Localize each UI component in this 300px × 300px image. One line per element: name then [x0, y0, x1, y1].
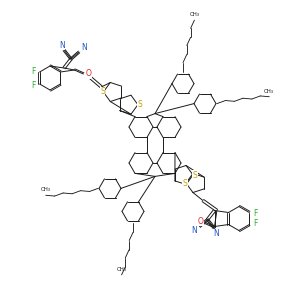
Text: N: N — [192, 226, 197, 235]
Text: CH₃: CH₃ — [189, 12, 200, 17]
Text: S: S — [193, 170, 197, 179]
Text: N: N — [81, 44, 87, 52]
Text: O: O — [85, 70, 91, 79]
Text: F: F — [32, 80, 36, 89]
Text: CH₃: CH₃ — [41, 187, 51, 192]
Text: N: N — [59, 40, 65, 50]
Text: S: S — [100, 88, 105, 97]
Text: O: O — [198, 217, 203, 226]
Text: CH₃: CH₃ — [116, 267, 127, 272]
Text: N: N — [214, 229, 219, 238]
Text: CH₃: CH₃ — [264, 89, 274, 94]
Text: F: F — [253, 209, 257, 218]
Text: S: S — [183, 178, 188, 188]
Text: F: F — [32, 67, 36, 76]
Text: S: S — [137, 100, 142, 109]
Text: F: F — [253, 219, 257, 228]
